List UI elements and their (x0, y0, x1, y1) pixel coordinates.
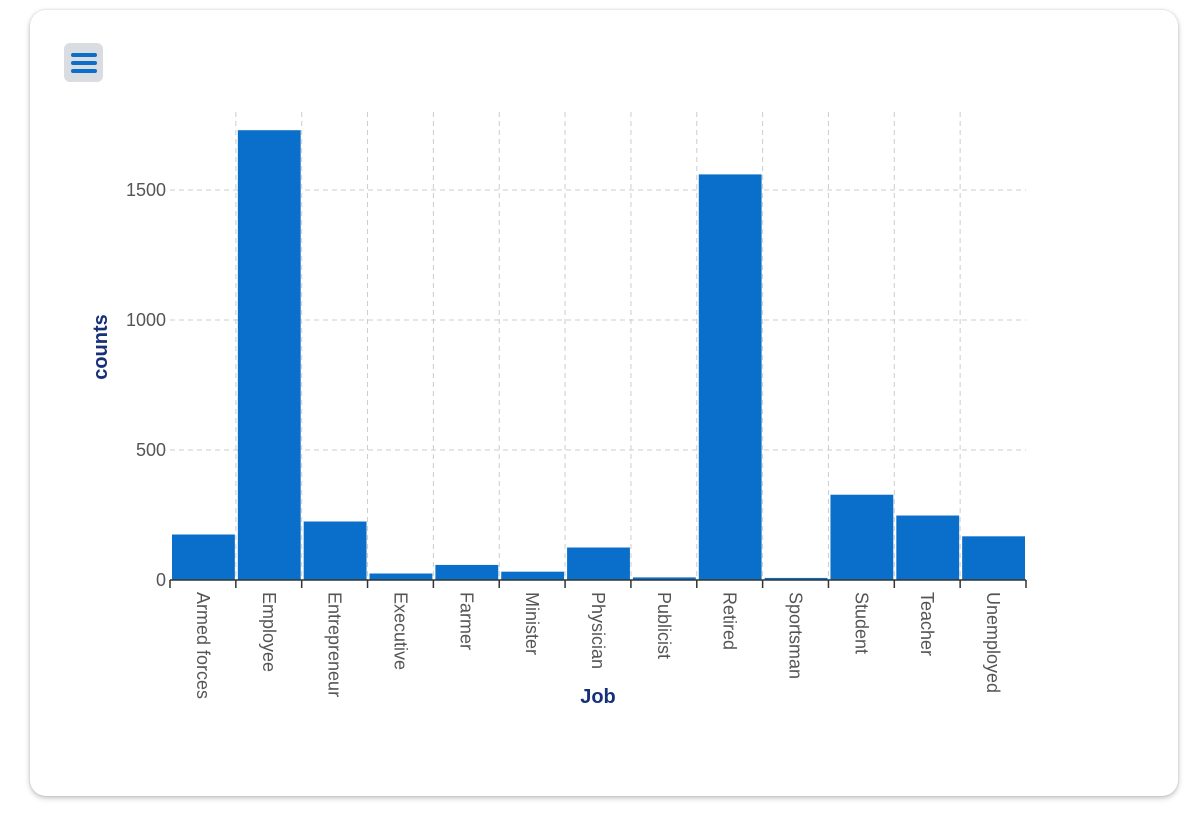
x-tick-label: Publicist (654, 592, 674, 659)
chart-menu-button[interactable] (64, 43, 103, 82)
y-tick-label: 1500 (126, 180, 166, 200)
bar-sportsman[interactable] (764, 577, 828, 580)
chart-card (30, 10, 1178, 796)
bar-minister[interactable] (501, 571, 565, 580)
x-tick-label: Unemployed (983, 592, 1003, 693)
bars (172, 130, 1025, 580)
axes (169, 579, 1027, 588)
x-tick-label: Retired (720, 592, 740, 650)
bar-entrepreneur[interactable] (303, 521, 367, 581)
bar-executive[interactable] (369, 573, 433, 581)
bar-student[interactable] (830, 494, 894, 580)
y-tick-label: 500 (136, 440, 166, 460)
y-tick-label: 1000 (126, 310, 166, 330)
bar-physician[interactable] (567, 547, 630, 581)
x-tick-label: Executive (390, 592, 410, 670)
bar-armed-forces[interactable] (172, 534, 235, 581)
bar-unemployed[interactable] (962, 536, 1025, 580)
x-tick-label: Armed forces (193, 592, 213, 699)
x-tick-label: Farmer (456, 592, 476, 650)
x-tick-label: Sportsman (786, 592, 806, 679)
y-tick-labels: 0 500 1000 1500 (126, 180, 166, 590)
grid-lines (170, 112, 1026, 580)
hamburger-menu-icon (70, 52, 97, 73)
y-tick-label: 0 (156, 570, 166, 590)
bar-employee[interactable] (237, 130, 301, 580)
x-tick-label: Entrepreneur (325, 592, 345, 697)
bar-teacher[interactable] (896, 515, 960, 580)
x-tick-label: Employee (259, 592, 279, 672)
bar-farmer[interactable] (435, 564, 499, 580)
x-tick-label: Minister (522, 592, 542, 655)
bar-publicist[interactable] (632, 577, 696, 580)
x-axis-title: Job (580, 686, 616, 708)
x-tick-labels: Armed forces Employee Entrepreneur Executiv… (193, 592, 1003, 699)
x-tick-label: Student (851, 592, 871, 654)
y-axis-title: counts (90, 314, 112, 380)
x-tick-label: Teacher (917, 592, 937, 656)
bar-retired[interactable] (698, 174, 762, 580)
x-tick-label: Physician (588, 592, 608, 669)
